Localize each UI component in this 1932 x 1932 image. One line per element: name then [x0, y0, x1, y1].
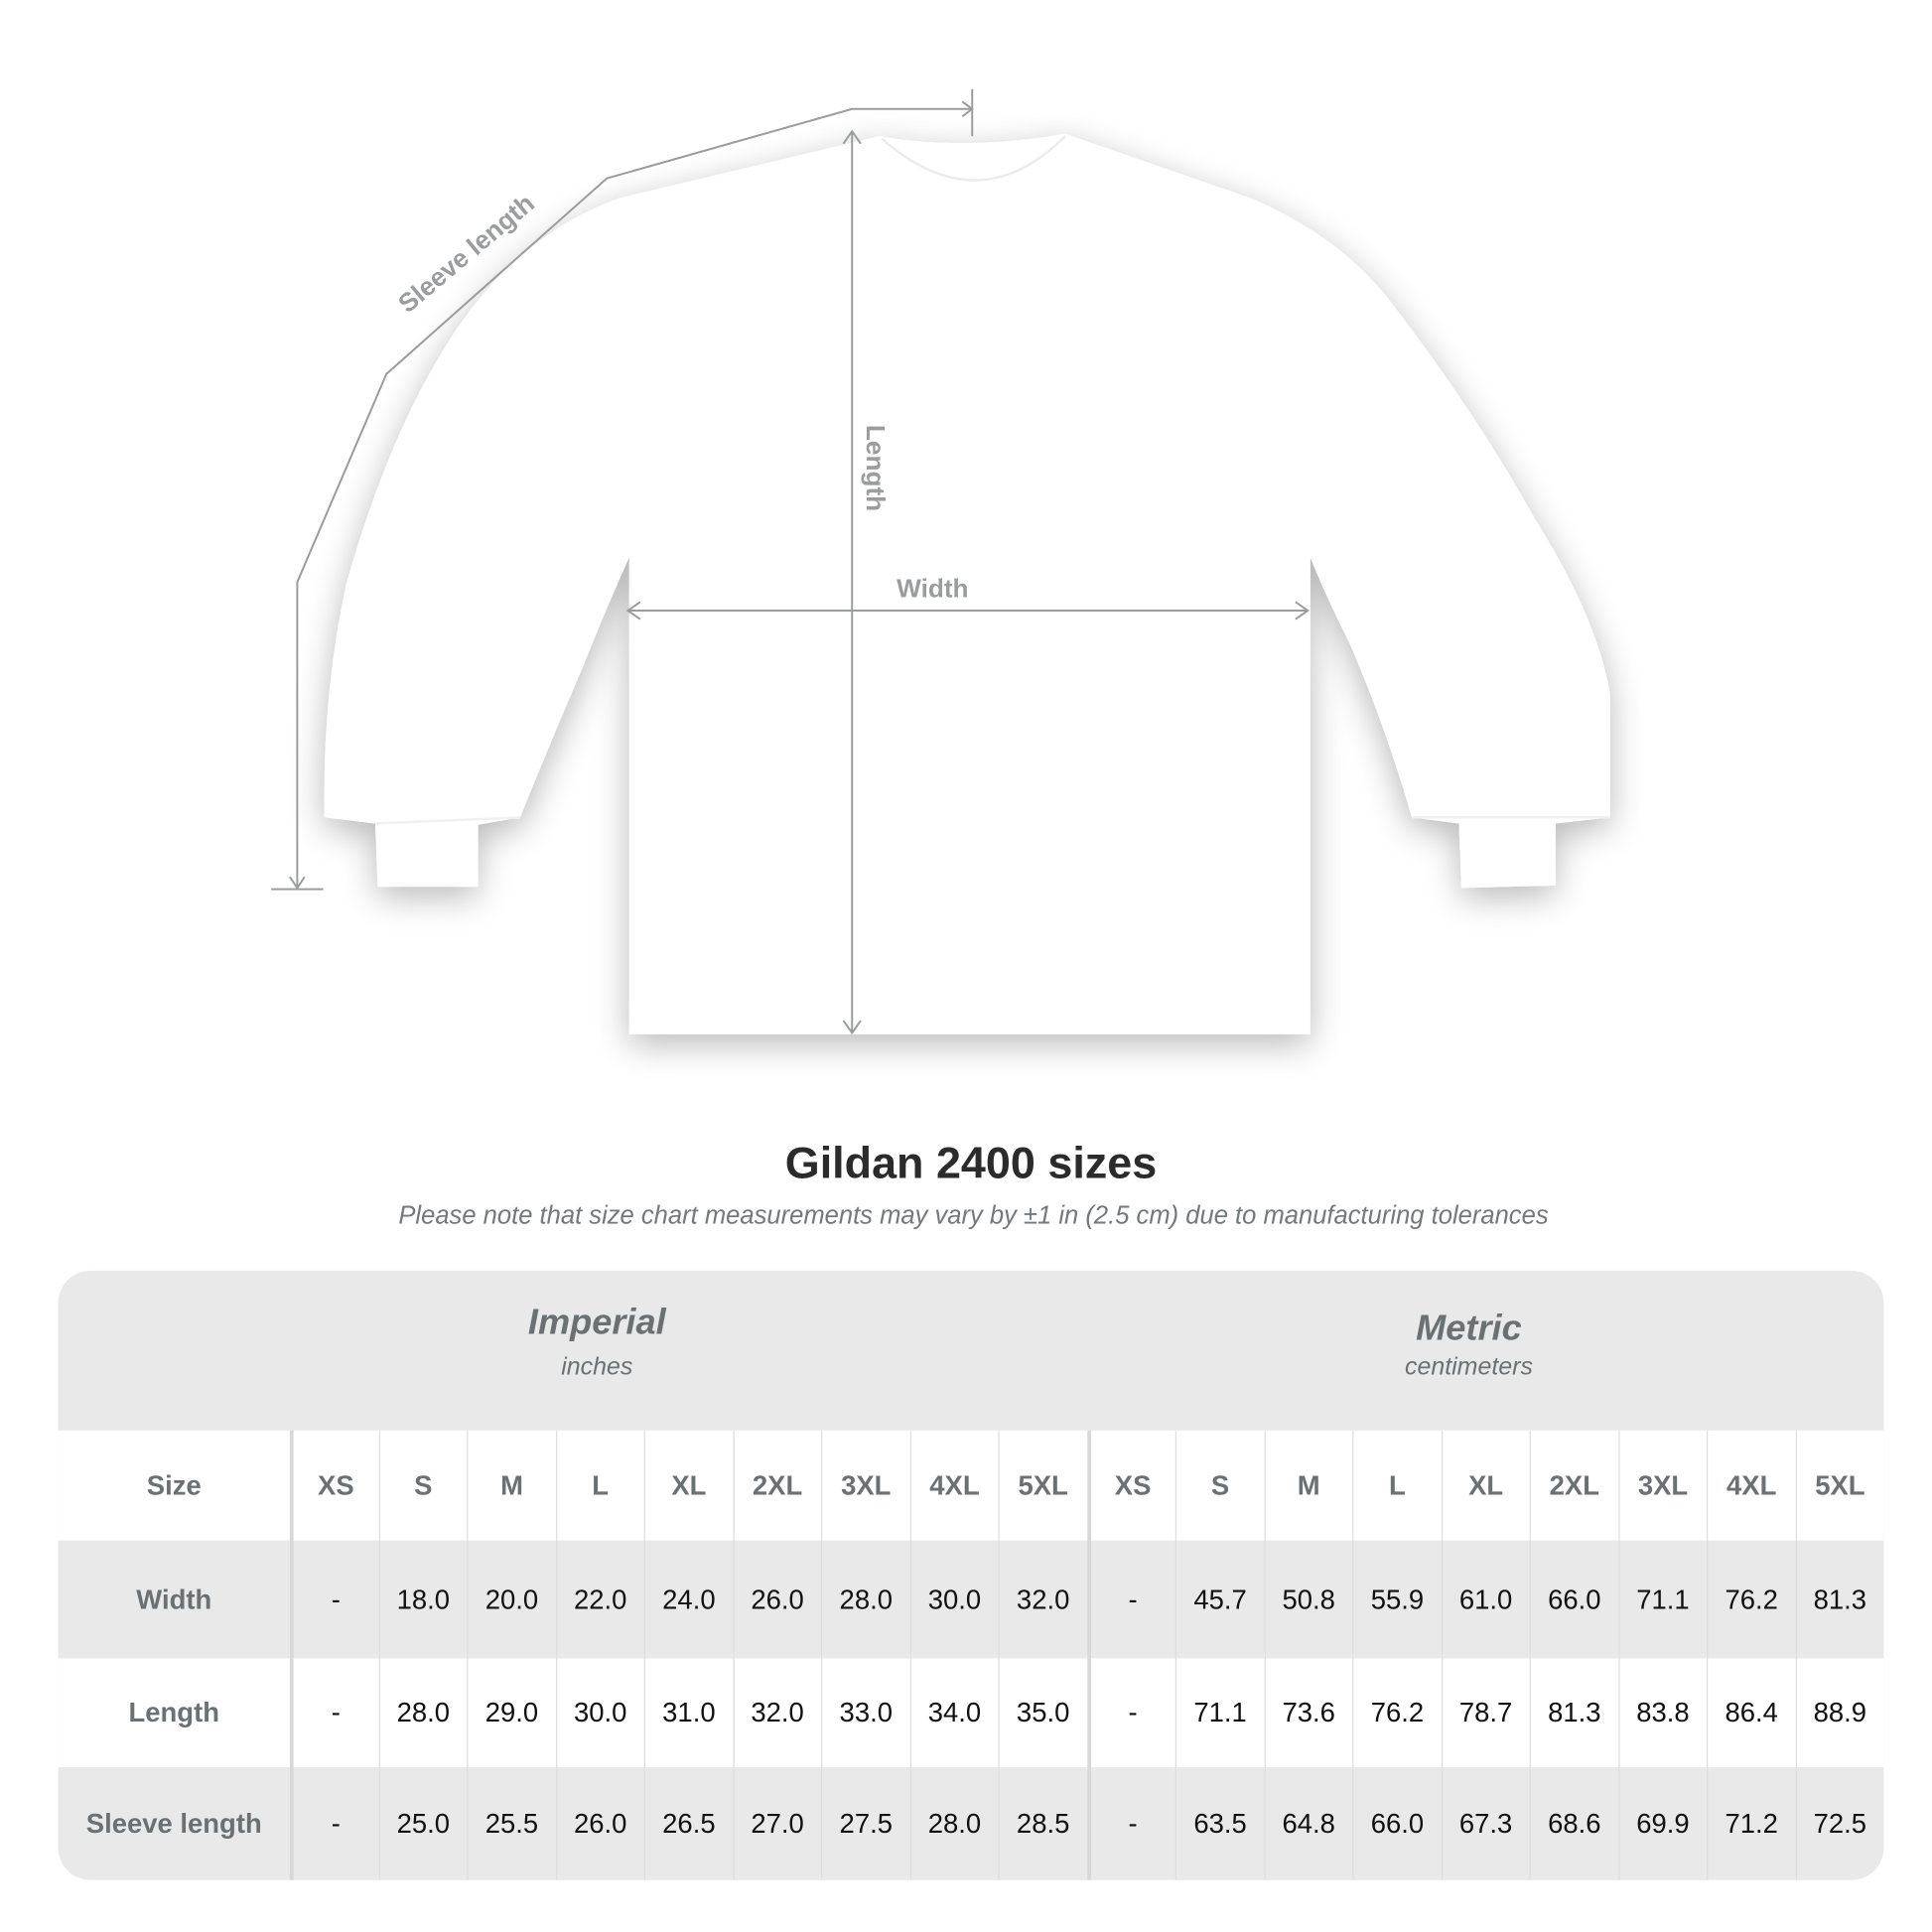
size-header-cell: XL: [1441, 1430, 1529, 1541]
size-header-cell: XL: [643, 1430, 733, 1541]
imperial-value-cell: 24.0: [643, 1540, 733, 1659]
imperial-title: Imperial: [527, 1303, 666, 1343]
size-header-cell: S: [1174, 1430, 1264, 1541]
imperial-value-cell: 28.0: [378, 1658, 467, 1768]
metric-value-cell: -: [1086, 1658, 1175, 1768]
imperial-value-cell: 25.0: [378, 1767, 467, 1880]
size-header-cell: L: [1352, 1430, 1441, 1541]
imperial-value-cell: -: [289, 1658, 378, 1768]
imperial-value-cell: 28.0: [909, 1767, 998, 1880]
imperial-value-cell: 27.5: [821, 1767, 909, 1880]
size-header-cell: 3XL: [1617, 1430, 1707, 1541]
imperial-value-cell: 26.0: [555, 1767, 643, 1880]
imperial-value-cell: 32.0: [998, 1540, 1086, 1659]
size-header-cell: 2XL: [732, 1430, 821, 1541]
size-header-cell: 5XL: [1795, 1430, 1883, 1541]
size-header-cell: XS: [1086, 1430, 1175, 1541]
imperial-value-cell: 30.0: [909, 1540, 998, 1659]
metric-value-cell: 81.3: [1795, 1540, 1883, 1659]
measurement-lines: [271, 88, 1311, 1035]
imperial-value-cell: 30.0: [555, 1658, 643, 1768]
imperial-value-cell: 26.0: [732, 1540, 821, 1659]
metric-value-cell: 88.9: [1795, 1658, 1883, 1768]
tolerance-note: Please note that size chart measurements…: [398, 1201, 1549, 1230]
shirt-illustration: [324, 133, 1610, 1035]
size-header-cell: 3XL: [821, 1430, 909, 1541]
imperial-value-cell: 28.0: [821, 1540, 909, 1659]
imperial-value-cell: 22.0: [555, 1540, 643, 1659]
metric-value-cell: 78.7: [1441, 1658, 1529, 1768]
imperial-value-cell: 18.0: [378, 1540, 467, 1659]
row-label: Sleeve length: [85, 1808, 262, 1840]
imperial-value-cell: 32.0: [732, 1658, 821, 1768]
metric-value-cell: 55.9: [1352, 1540, 1441, 1659]
imperial-value-cell: 27.0: [732, 1767, 821, 1880]
metric-value-cell: 66.0: [1529, 1540, 1618, 1659]
size-header-cell: L: [555, 1430, 643, 1541]
row-label: Length: [128, 1696, 219, 1728]
metric-value-cell: 67.3: [1441, 1767, 1529, 1880]
imperial-value-cell: 34.0: [909, 1658, 998, 1768]
table-row-sleeve-length: Sleeve length -25.0 25.5 26.0 26.5 27.0 27.5 28…: [58, 1767, 1884, 1880]
size-table: Imperial inches Metric centimeters Size X…: [58, 1270, 1884, 1880]
imperial-value-cell: 33.0: [821, 1658, 909, 1768]
table-row-width: Width -18.0 20.0 22.0 24.0 26.0 28.0 30.0 32.0-4…: [58, 1540, 1884, 1659]
row-label: Width: [136, 1583, 212, 1615]
sleeve-length-line: [296, 107, 973, 888]
metric-unit: centimeters: [1404, 1353, 1533, 1381]
metric-value-cell: 68.6: [1529, 1767, 1618, 1880]
imperial-value-cell: 35.0: [998, 1658, 1086, 1768]
imperial-value-cell: -: [289, 1540, 378, 1659]
metric-value-cell: 71.1: [1617, 1540, 1707, 1659]
metric-value-cell: 66.0: [1352, 1767, 1441, 1880]
metric-value-cell: 50.8: [1264, 1540, 1352, 1659]
row-label: Size: [146, 1469, 202, 1501]
metric-value-cell: -: [1086, 1767, 1175, 1880]
metric-value-cell: 76.2: [1352, 1658, 1441, 1768]
size-header-cell: S: [378, 1430, 467, 1541]
table-row-length: Length -28.0 29.0 30.0 31.0 32.0 33.0 34.0 35.0-…: [58, 1658, 1884, 1768]
imperial-value-cell: 31.0: [643, 1658, 733, 1768]
imperial-unit: inches: [561, 1353, 633, 1381]
size-header-cell: M: [467, 1430, 555, 1541]
metric-title: Metric: [1416, 1309, 1522, 1349]
length-label: Length: [861, 425, 891, 511]
metric-value-cell: 64.8: [1264, 1767, 1352, 1880]
metric-value-cell: 72.5: [1795, 1767, 1883, 1880]
width-label: Width: [897, 573, 968, 603]
metric-value-cell: 71.1: [1174, 1658, 1264, 1768]
metric-value-cell: 69.9: [1617, 1767, 1707, 1880]
imperial-value-cell: 26.5: [643, 1767, 733, 1880]
size-header-cell: 2XL: [1529, 1430, 1618, 1541]
size-header-cell: M: [1264, 1430, 1352, 1541]
metric-value-cell: 45.7: [1174, 1540, 1264, 1659]
imperial-value-cell: 20.0: [467, 1540, 555, 1659]
imperial-value-cell: 29.0: [467, 1658, 555, 1768]
size-header-cell: XS: [289, 1430, 378, 1541]
imperial-header: Imperial inches: [474, 1303, 721, 1382]
size-header-cell: 4XL: [909, 1430, 998, 1541]
metric-header: Metric centimeters: [1345, 1310, 1592, 1383]
metric-value-cell: 73.6: [1264, 1658, 1352, 1768]
metric-value-cell: 81.3: [1529, 1658, 1618, 1768]
size-header-cell: 4XL: [1706, 1430, 1795, 1541]
metric-value-cell: 61.0: [1441, 1540, 1529, 1659]
size-header-cell: 5XL: [998, 1430, 1086, 1541]
metric-value-cell: 71.2: [1706, 1767, 1795, 1880]
metric-value-cell: 76.2: [1706, 1540, 1795, 1659]
metric-value-cell: -: [1086, 1540, 1175, 1659]
metric-value-cell: 63.5: [1174, 1767, 1264, 1880]
size-header-row: Size XS S M L XL 2XL 3XL 4XL 5XL XS S M L XL 2XL 3XL 4XL 5…: [58, 1430, 1884, 1541]
shirt-diagram: Sleeve length Length Width: [271, 88, 1610, 1035]
metric-value-cell: 86.4: [1706, 1658, 1795, 1768]
imperial-value-cell: -: [289, 1767, 378, 1880]
imperial-value-cell: 25.5: [467, 1767, 555, 1880]
imperial-value-cell: 28.5: [998, 1767, 1086, 1880]
page-title: Gildan 2400 sizes: [784, 1137, 1158, 1188]
metric-value-cell: 83.8: [1617, 1658, 1707, 1768]
